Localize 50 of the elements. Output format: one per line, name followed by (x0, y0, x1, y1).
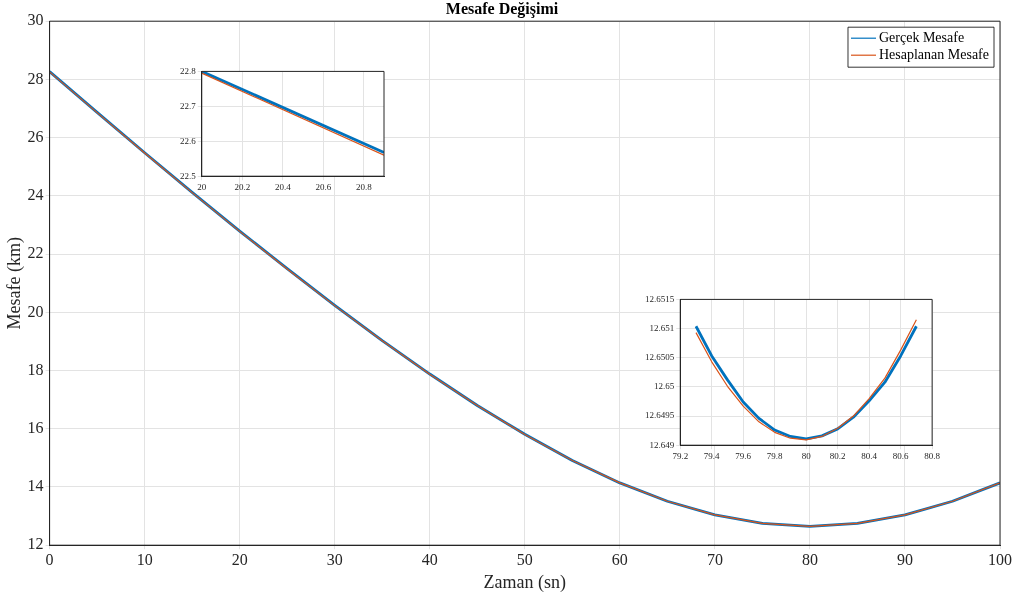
x-tick-label: 80 (801, 450, 812, 461)
x-tick-label: 10 (136, 551, 153, 568)
legend-label: Gerçek Mesafe (879, 29, 965, 45)
y-tick-label: 22.5 (180, 170, 197, 181)
y-tick-label: 24 (27, 186, 44, 204)
x-tick-label: 80.4 (861, 450, 878, 461)
y-tick-label: 12 (27, 535, 44, 553)
x-tick-label: 20.8 (355, 181, 373, 192)
y-tick-label: 12.649 (649, 439, 675, 450)
y-tick-label: 16 (27, 418, 44, 436)
y-tick-label: 12.6515 (645, 293, 675, 304)
y-tick-label: 22.7 (180, 100, 197, 111)
x-tick-label: 20 (231, 551, 248, 568)
x-tick-label: 50 (516, 551, 533, 568)
x-tick-label: 80.2 (829, 450, 846, 461)
y-tick-label: 28 (27, 69, 44, 87)
chart-title: Mesafe Değişimi (445, 0, 559, 18)
y-tick-label: 22.8 (180, 65, 197, 76)
x-tick-label: 0 (45, 551, 54, 568)
y-tick-label: 12.6505 (645, 352, 675, 363)
x-tick-label: 20.4 (274, 181, 292, 192)
x-tick-label: 40 (421, 551, 438, 568)
x-tick-label: 79.2 (672, 450, 689, 461)
y-tick-label: 12.651 (649, 322, 675, 333)
x-tick-label: 30 (326, 551, 343, 568)
x-tick-label: 100 (988, 551, 1012, 568)
x-tick-label: 70 (706, 551, 723, 568)
x-tick-label: 60 (611, 551, 628, 568)
y-tick-label: 18 (27, 360, 44, 378)
y-tick-label: 14 (27, 477, 44, 495)
x-tick-label: 79.8 (766, 450, 784, 461)
legend-label: Hesaplanan Mesafe (879, 46, 990, 62)
x-tick-label: 80.6 (892, 450, 910, 461)
y-tick-label: 12.65 (654, 381, 675, 392)
x-tick-label: 20 (197, 181, 207, 192)
y-tick-label: 12.6495 (645, 410, 675, 421)
x-tick-label: 79.4 (703, 450, 721, 461)
x-tick-label: 20.6 (315, 181, 332, 192)
x-axis-title: Zaman (sn) (483, 571, 567, 593)
y-tick-label: 26 (27, 127, 44, 145)
x-tick-label: 79.6 (735, 450, 752, 461)
x-tick-label: 80.8 (924, 450, 941, 461)
y-tick-label: 22.6 (180, 135, 197, 146)
y-tick-label: 30 (27, 11, 44, 29)
y-tick-label: 20 (27, 302, 44, 320)
y-axis-title: Mesafe (km) (3, 236, 25, 330)
x-tick-label: 20.2 (234, 181, 251, 192)
x-tick-label: 90 (896, 551, 913, 568)
y-tick-label: 22 (27, 244, 44, 262)
x-tick-label: 80 (801, 551, 818, 568)
